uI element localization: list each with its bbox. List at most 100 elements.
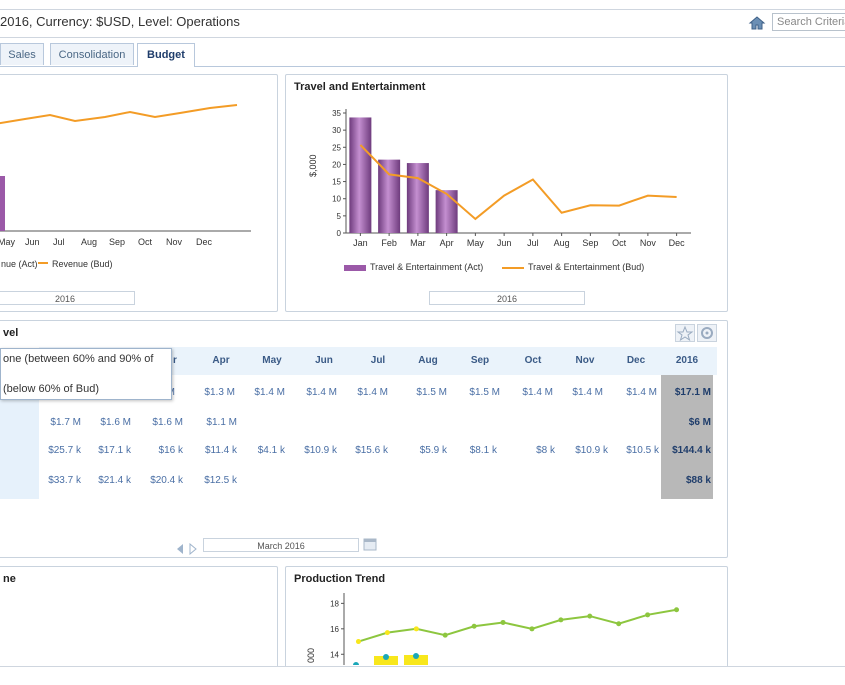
next-period-icon [189,542,197,556]
table-cell[interactable]: $11.4 k [204,445,237,456]
table-cell[interactable]: $1.4 M [254,387,285,398]
table-cell[interactable]: $10.5 k [626,445,659,456]
col-header[interactable]: Apr [212,355,230,366]
legend-item-warning: one (between 60% and 90% of [3,353,154,365]
col-header[interactable]: Oct [524,355,542,366]
col-header[interactable]: Nov [575,355,595,366]
favorite-star-icon[interactable] [675,324,695,342]
table-cell[interactable]: $1.4 M [357,387,388,398]
col-header[interactable]: Jun [315,355,333,366]
table-cell[interactable]: $1.6 M [152,417,183,428]
table-cell[interactable]: $5.9 k [419,445,447,456]
te-x-tick-label: Feb [381,238,397,248]
revenue-x-tick: Aug [81,237,97,247]
table-cell[interactable]: $21.4 k [98,475,131,486]
col-header-total[interactable]: 2016 [675,355,699,366]
revenue-chart: May Jun Jul Aug Sep Oct Nov Dec nue (Act) Reven… [0,104,251,269]
te-act-bar [435,190,458,233]
te-act-bar [349,117,372,233]
table-cell[interactable]: $1.5 M [416,387,447,398]
te-x-tick-label: Mar [410,238,426,248]
production-point [384,630,390,636]
te-x-tick-label: Nov [640,238,657,248]
tab-sales[interactable]: Sales [0,43,44,65]
production-y-tick-label: 16 [330,625,339,634]
table-cell[interactable]: $1.4 M [572,387,603,398]
settings-icon[interactable] [697,324,717,342]
table-cell[interactable]: $20.4 k [150,475,183,486]
production-point [413,626,419,632]
table-cell[interactable]: $16 k [158,445,183,456]
production-point [500,619,506,625]
production-marker [413,653,419,659]
revenue-x-tick: Jun [25,237,40,247]
breadcrumb: 2016, Currency: $USD, Level: Operations [0,14,240,29]
calendar-icon[interactable] [363,537,377,551]
revenue-x-tick: Nov [166,237,183,247]
top-bar: 2016, Currency: $USD, Level: Operations … [0,9,845,38]
te-x-tick-label: Oct [612,238,627,248]
table-cell-total[interactable]: $144.4 k [672,445,711,456]
revenue-x-tick: Oct [138,237,153,247]
col-header[interactable]: Aug [418,355,438,366]
production-title: Production Trend [294,573,386,585]
table-cell[interactable]: $1.7 M [50,417,81,428]
col-header[interactable]: May [262,355,282,366]
col-header[interactable]: r [173,355,177,366]
production-bar [374,656,398,665]
revenue-year-field[interactable]: 2016 [0,291,135,305]
home-icon[interactable] [748,15,766,31]
table-cell-total[interactable]: $6 M [688,417,711,428]
table-cell[interactable]: $1.4 M [626,387,657,398]
table-cell[interactable]: $10.9 k [304,445,337,456]
revenue-act-bar [0,176,5,231]
table-cell[interactable]: $33.7 k [48,475,81,486]
table-cell[interactable]: $8 k [536,445,555,456]
table-cell-total[interactable]: $17.1 M [674,387,711,398]
te-y-tick-label: 35 [332,109,341,118]
te-y-tick-label: 25 [332,143,341,152]
production-marker [383,654,389,660]
revenue-x-tick: Dec [196,237,213,247]
production-y-tick-label: 18 [330,599,339,608]
te-legend-act: Travel & Entertainment (Act) [370,262,483,272]
table-cell[interactable]: $1.5 M [469,387,500,398]
te-legend-bud-swatch [502,267,524,269]
te-year-field[interactable]: 2016 [429,291,585,305]
search-input[interactable]: Search Criteria [772,13,845,31]
te-y-label: $,000 [308,154,318,177]
te-y-tick-label: 5 [337,212,342,221]
table-cell-total[interactable]: $88 k [685,475,711,486]
te-x-tick-label: Dec [669,238,686,248]
tab-consolidation[interactable]: Consolidation [50,43,134,65]
col-header[interactable]: Sep [470,355,490,366]
production-point [674,607,680,613]
te-y-tick-label: 15 [332,178,341,187]
revenue-x-tick: Sep [109,237,125,247]
te-x-tick-label: Jun [497,238,512,248]
table-cell[interactable]: $1.4 M [306,387,337,398]
table-cell[interactable]: $8.1 k [469,445,497,456]
te-legend-act-swatch [344,265,366,271]
table-cell[interactable]: $1.1 M [206,417,237,428]
table-cell[interactable]: $1.3 M [204,387,235,398]
table-cell[interactable]: $17.1 k [98,445,131,456]
table-cell[interactable]: $4.1 k [257,445,285,456]
table-cell[interactable]: $1.4 M [522,387,553,398]
period-field[interactable]: March 2016 [203,538,359,552]
col-header[interactable]: Dec [626,355,646,366]
table-cell[interactable]: $10.9 k [575,445,608,456]
col-header[interactable]: Jul [370,355,386,366]
row-label[interactable]: ) [0,467,9,487]
period-nav [175,540,205,556]
status-bar [0,666,845,685]
te-x-tick-label: Jul [527,238,539,248]
table-cell[interactable]: $1.6 M [100,417,131,428]
table-cell[interactable]: $25.7 k [48,445,81,456]
table-cell[interactable]: $12.5 k [204,475,237,486]
te-y-tick-label: 0 [337,229,342,238]
production-y-tick-label: 14 [330,650,339,659]
tab-budget[interactable]: Budget [137,43,195,67]
te-y-tick-label: 30 [332,126,341,135]
table-cell[interactable]: $15.6 k [355,445,388,456]
